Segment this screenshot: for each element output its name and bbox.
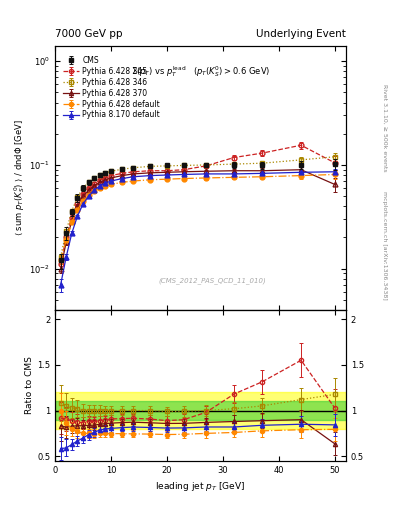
Legend: CMS, Pythia 6.428 345, Pythia 6.428 346, Pythia 6.428 370, Pythia 6.428 default,: CMS, Pythia 6.428 345, Pythia 6.428 346,… (62, 55, 161, 120)
Text: (CMS_2012_PAS_QCD_11_010): (CMS_2012_PAS_QCD_11_010) (158, 277, 266, 284)
Text: Underlying Event: Underlying Event (256, 30, 346, 39)
Bar (55, 392, 346, 429)
Text: $\Sigma(p_T)$ vs $p_T^{\rm lead}$   $(p_T(K_S^0) > 0.6$ GeV$)$: $\Sigma(p_T)$ vs $p_T^{\rm lead}$ $(p_T(… (131, 65, 270, 79)
Text: mcplots.cern.ch [arXiv:1306.3438]: mcplots.cern.ch [arXiv:1306.3438] (382, 191, 387, 300)
Y-axis label: $\langle$ sum $p_T(K_S^0)$ $\rangle$ / dnd$\Phi$ [GeV]: $\langle$ sum $p_T(K_S^0)$ $\rangle$ / d… (12, 120, 27, 237)
Text: Rivet 3.1.10, ≥ 500k events: Rivet 3.1.10, ≥ 500k events (382, 84, 387, 172)
Y-axis label: Ratio to CMS: Ratio to CMS (25, 356, 34, 414)
Text: 7000 GeV pp: 7000 GeV pp (55, 30, 123, 39)
X-axis label: leading jet $p_T$ [GeV]: leading jet $p_T$ [GeV] (155, 480, 246, 493)
Bar (55, 401, 346, 420)
